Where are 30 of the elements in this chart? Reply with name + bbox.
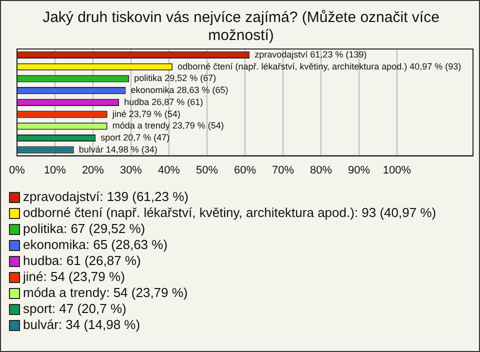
data-label: jiné 23,79 % (54) [111, 108, 180, 119]
data-label: odborné čtení (např. lékařství, květiny, architektura apod.) 40,97 % (93) [178, 61, 462, 72]
text: móda a trendy: 54 (23,79 %) [23, 285, 188, 301]
text: odborné čtení (např. lékařství, květiny, architektura apod.): 93 (40,97 %) [23, 205, 436, 221]
text: hudba: 61 (26,87 %) [23, 253, 141, 269]
text: bulvár: 34 (14,98 %) [23, 317, 140, 333]
data-label: bulvár 14,98 % (34) [78, 144, 158, 154]
x-tick-label: 0% [8, 164, 26, 176]
x-tick-label: 20% [82, 164, 104, 176]
data-label: móda a trendy 23,79 % (54) [112, 120, 224, 131]
text: politika: 67 (29,52 %) [23, 221, 146, 237]
x-tick-label: 60% [234, 164, 256, 176]
x-tick-label: 100% [382, 164, 412, 176]
x-tick-label: 50% [196, 164, 218, 176]
data-label: sport 20,7 % (47) [100, 132, 170, 142]
chart-title: Jaký druh tiskovin vás nejvíce zajímá? (Můžete označit více možností) [42, 9, 440, 44]
x-tick-label: 80% [310, 164, 332, 176]
x-tick-label: 30% [120, 164, 142, 176]
text: zpravodajství: 139 (61,23 %) [23, 189, 188, 205]
x-tick-label: 10% [44, 164, 66, 176]
data-label: hudba 26,87 % (61) [124, 96, 204, 107]
data-label: zpravodajství 61,23 % (139) [254, 49, 367, 60]
text: ekonomika: 65 (28,63 %) [23, 237, 168, 253]
x-tick-label: 40% [158, 164, 180, 176]
data-label: politika 29,52 % (67) [134, 73, 216, 84]
data-label: ekonomika 28,63 % (65) [130, 85, 228, 96]
x-tick-label: 90% [348, 164, 370, 176]
x-tick-label: 70% [272, 164, 294, 176]
text: jiné: 54 (23,79 %) [23, 269, 125, 285]
text: sport: 47 (20,7 %) [23, 301, 126, 317]
